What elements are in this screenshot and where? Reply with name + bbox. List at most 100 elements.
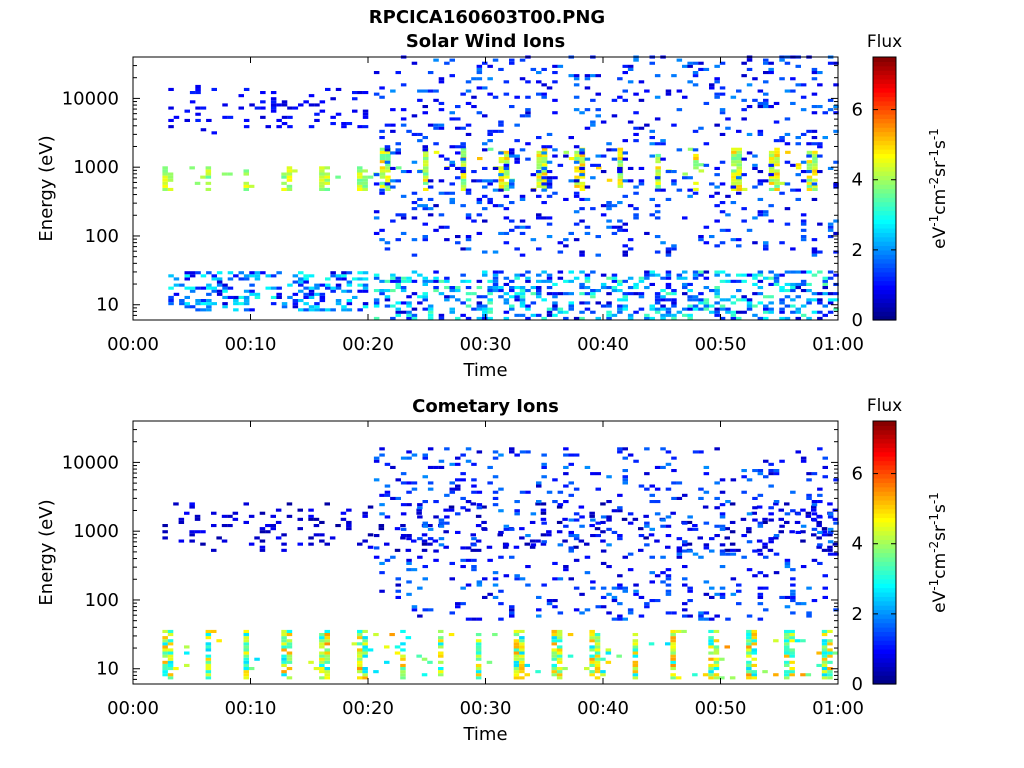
- spectrogram-cell: [330, 122, 336, 126]
- spectrogram-cell: [687, 313, 693, 317]
- spectrogram-cell: [281, 103, 288, 107]
- spectrogram-cell: [449, 307, 455, 311]
- spectrogram-cell: [774, 169, 780, 173]
- spectrogram-cell: [195, 118, 201, 122]
- spectrogram-cell: [502, 545, 509, 549]
- colorbar-tick-label: 2: [852, 240, 863, 261]
- spectrogram-cell: [600, 530, 606, 534]
- spectrogram-cell: [649, 154, 655, 158]
- spectrogram-cell: [622, 475, 628, 479]
- spectrogram-cell: [589, 514, 595, 518]
- spectrogram-cell: [833, 521, 839, 525]
- spectrogram-cell: [162, 169, 168, 173]
- colorbar-segment: [873, 223, 896, 229]
- spectrogram-cell: [649, 61, 655, 65]
- spectrogram-cell: [498, 123, 504, 127]
- spectrogram-cell: [714, 286, 720, 290]
- spectrogram-cell: [330, 271, 336, 275]
- spectrogram-cell: [362, 286, 369, 290]
- spectrogram-cell: [200, 530, 206, 534]
- spectrogram-cell: [811, 599, 818, 603]
- spectrogram-cell: [567, 633, 574, 637]
- spectrogram-cell: [746, 540, 753, 544]
- spectrogram-cell: [789, 654, 795, 658]
- spectrogram-cell: [774, 163, 780, 167]
- spectrogram-cell: [362, 302, 369, 306]
- spectrogram-cell: [535, 670, 541, 674]
- spectrogram-cell: [292, 169, 298, 173]
- spectrogram-cell: [167, 172, 174, 176]
- spectrogram-cell: [471, 77, 477, 81]
- spectrogram-cell: [243, 184, 249, 188]
- spectrogram-cell: [519, 577, 526, 581]
- spectrogram-cell: [752, 549, 758, 553]
- spectrogram-cell: [504, 172, 510, 176]
- spectrogram-cell: [627, 247, 634, 251]
- spectrogram-cell: [779, 301, 785, 305]
- spectrogram-cell: [449, 74, 455, 78]
- spectrogram-cell: [713, 629, 720, 633]
- spectrogram-cell: [438, 636, 444, 640]
- spectrogram-cell: [703, 490, 710, 494]
- spectrogram-cell: [622, 139, 628, 143]
- spectrogram-cell: [589, 648, 595, 652]
- spectrogram-cell: [821, 530, 828, 534]
- spectrogram-cell: [800, 108, 807, 112]
- spectrogram-cell: [324, 676, 330, 680]
- spectrogram-cell: [384, 304, 391, 308]
- spectrogram-cell: [800, 639, 806, 643]
- spectrogram-cell: [200, 308, 207, 312]
- spectrogram-cell: [654, 310, 661, 314]
- colorbar-segment: [873, 280, 896, 286]
- spectrogram-cell: [789, 636, 795, 640]
- spectrogram-cell: [444, 238, 450, 242]
- x-tick-label: 01:00: [812, 334, 864, 355]
- colorbar-segment: [873, 210, 896, 216]
- spectrogram-cell: [817, 298, 823, 302]
- spectrogram-cell: [433, 58, 439, 62]
- spectrogram-cell: [611, 313, 618, 317]
- spectrogram-cell: [286, 175, 293, 179]
- spectrogram-cell: [541, 153, 548, 157]
- spectrogram-cell: [714, 95, 720, 99]
- colorbar-label-exponent: -2: [927, 177, 941, 189]
- spectrogram-cell: [617, 219, 623, 223]
- spectrogram-cell: [173, 283, 180, 287]
- spectrogram-cell: [524, 542, 530, 546]
- spectrogram-cell: [622, 481, 628, 485]
- spectrogram-cell: [800, 673, 806, 677]
- spectrogram-cell: [482, 207, 488, 211]
- spectrogram-cell: [465, 500, 472, 504]
- spectrogram-cell: [286, 654, 293, 658]
- spectrogram-cell: [514, 247, 520, 251]
- spectrogram-cell: [504, 175, 510, 179]
- spectrogram-cell: [184, 118, 190, 122]
- spectrogram-cell: [362, 305, 369, 309]
- spectrogram-cell: [465, 132, 472, 136]
- spectrogram-cell: [719, 270, 726, 274]
- spectrogram-cell: [519, 660, 525, 664]
- spectrogram-cell: [768, 71, 774, 75]
- spectrogram-cell: [379, 292, 385, 296]
- spectrogram-cell: [778, 508, 784, 512]
- spectrogram-cell: [476, 86, 483, 90]
- spectrogram-cell: [568, 157, 575, 161]
- spectrogram-cell: [579, 524, 585, 528]
- spectrogram-cell: [784, 117, 791, 121]
- spectrogram-cell: [622, 456, 628, 460]
- spectrogram-cell: [606, 611, 612, 615]
- spectrogram-cell: [384, 490, 391, 494]
- spectrogram-cell: [800, 238, 807, 242]
- spectrogram-cell: [795, 310, 801, 314]
- spectrogram-cell: [682, 216, 688, 220]
- spectrogram-cell: [784, 605, 791, 609]
- spectrogram-cell: [556, 520, 563, 524]
- spectrogram-cell: [406, 481, 412, 485]
- spectrogram-cell: [568, 518, 574, 522]
- spectrogram-cell: [806, 614, 812, 618]
- spectrogram-cell: [811, 505, 817, 509]
- spectrogram-cell: [708, 663, 714, 667]
- spectrogram-cell: [827, 270, 834, 274]
- spectrogram-cell: [422, 235, 428, 239]
- spectrogram-cell: [362, 648, 368, 652]
